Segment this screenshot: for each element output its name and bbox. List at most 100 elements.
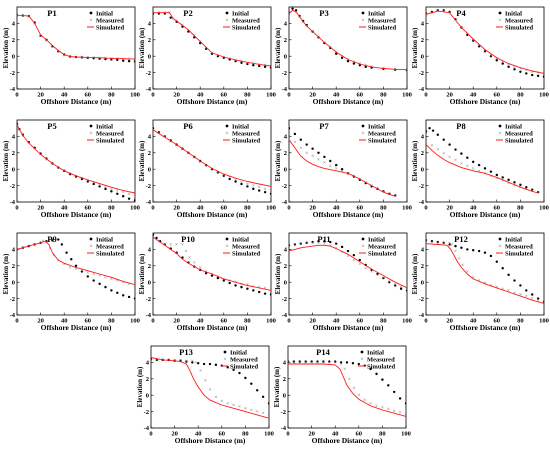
x-tick-label: 60 (494, 92, 501, 99)
x-tick-label: 20 (309, 92, 316, 99)
point-initial (51, 239, 54, 242)
point-initial (405, 289, 407, 292)
point-initial (293, 132, 297, 136)
point-measured: × (57, 258, 60, 264)
point-measured: × (210, 167, 213, 173)
point-measured: × (393, 409, 396, 415)
point-initial (376, 272, 379, 276)
y-tick-label: 0 (284, 279, 287, 286)
point-measured: × (299, 146, 302, 152)
x-tick-label: 0 (15, 92, 18, 99)
point-measured: × (287, 12, 290, 18)
panel-title: P6 (183, 121, 192, 131)
point-initial (442, 241, 445, 245)
x-tick-label: 60 (219, 431, 226, 438)
point-initial (289, 244, 291, 247)
point-initial (531, 188, 534, 191)
point-initial (489, 170, 493, 173)
point-measured: × (483, 48, 486, 54)
point-initial (525, 186, 528, 189)
point-initial (323, 155, 326, 159)
point-measured: × (472, 275, 475, 281)
y-axis-label: Elevation (m) (274, 27, 282, 68)
x-tick-label: 80 (108, 318, 115, 325)
point-initial (127, 197, 131, 200)
point-initial (519, 183, 522, 186)
panel-p2: 0 20 40 60 80 100 -4 -2 0 2 4 Offshore Distance (m)… (138, 6, 276, 106)
point-measured: × (51, 161, 54, 167)
point-measured: × (51, 45, 54, 51)
point-measured: × (240, 282, 243, 288)
point-measured: × (358, 262, 361, 268)
point-initial (542, 300, 544, 304)
panel-title: P2 (183, 8, 192, 18)
point-measured: × (339, 362, 342, 368)
series-simulated-line (289, 244, 407, 289)
panel-title: P11 (317, 234, 330, 244)
x-tick-label: 60 (494, 205, 501, 212)
point-initial (501, 267, 504, 270)
y-tick-label: -4 (419, 199, 425, 206)
point-measured: × (74, 55, 77, 61)
data-layer: ×××××××× × × × ××××× × × × (289, 127, 397, 199)
x-tick-label: 80 (379, 431, 386, 438)
point-initial (305, 241, 308, 245)
panel-p13: 0 20 40 60 80 100 -4 -2 0 2 4 Offshore Distance (m)… (136, 345, 274, 445)
point-initial (234, 59, 237, 63)
point-initial (381, 378, 384, 381)
point-measured: × (256, 410, 259, 416)
point-initial (222, 174, 225, 177)
x-axis-label: Offshore Distance (m) (313, 210, 384, 219)
y-axis-label: Elevation (m) (138, 27, 146, 68)
point-measured: × (157, 11, 160, 17)
point-measured: × (214, 395, 217, 401)
x-tick-label: 40 (197, 318, 204, 325)
point-measured: × (175, 19, 178, 25)
y-tick-label: 2 (12, 150, 15, 157)
point-initial (110, 58, 113, 61)
point-initial (57, 238, 60, 241)
x-tick-label: 0 (424, 318, 427, 325)
legend-simulated-label: Simulated (232, 25, 261, 32)
point-measured: × (187, 152, 190, 158)
point-initial (507, 65, 510, 69)
point-measured: × (98, 274, 101, 280)
point-measured: × (234, 58, 237, 64)
point-measured: × (305, 24, 308, 30)
point-measured: × (472, 38, 475, 44)
point-measured: × (388, 279, 391, 285)
point-initial (388, 281, 391, 284)
point-initial (240, 285, 243, 289)
x-axis-label: Offshore Distance (m) (313, 97, 384, 106)
point-initial (305, 143, 308, 146)
point-initial (252, 289, 255, 292)
legend-measured-label: Measured (232, 244, 260, 251)
point-measured: × (133, 283, 136, 289)
point-initial (375, 372, 378, 376)
x-axis-label: Offshore Distance (m) (175, 436, 246, 445)
plot-frame (287, 345, 407, 429)
point-measured: × (199, 39, 202, 45)
point-measured: × (405, 288, 408, 294)
point-initial (153, 233, 155, 236)
y-axis-label: Elevation (m) (411, 253, 419, 294)
point-measured: × (163, 135, 166, 141)
point-initial (519, 284, 522, 287)
y-tick-label: -4 (10, 199, 16, 206)
point-measured: × (86, 55, 89, 61)
point-measured: × (454, 158, 457, 164)
x-tick-label: 60 (357, 205, 364, 212)
x-tick-label: 0 (151, 318, 154, 325)
y-tick-label: 0 (421, 53, 424, 60)
point-measured: × (240, 180, 243, 186)
point-measured: × (287, 243, 290, 249)
legend-initial-marker (225, 11, 229, 15)
panel-title: P8 (456, 121, 465, 131)
point-measured: × (45, 157, 48, 163)
x-tick-label: 60 (357, 318, 364, 325)
legend-initial-label: Initial (368, 11, 385, 18)
point-measured: × (116, 279, 119, 285)
legend-measured-label: Measured (96, 18, 124, 25)
y-tick-label: 2 (148, 263, 151, 270)
point-measured: × (394, 283, 397, 289)
